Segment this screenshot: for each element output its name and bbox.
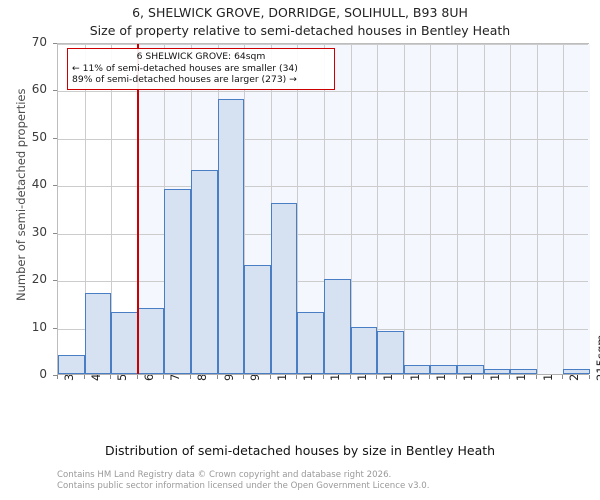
gridline-y-70 [58,44,588,45]
x-axis-tickmark [243,375,245,379]
y-axis-tickmark [53,232,57,234]
x-axis-tickmark [402,375,404,379]
gridline-x-15 [457,44,458,374]
gridline-y-50 [58,138,588,140]
y-axis-tick-label: 0 [39,367,47,381]
y-axis-tickmark [53,43,57,44]
footer-line-2: Contains public sector information licen… [57,480,430,491]
x-axis-tickmark [349,375,351,379]
annotation-line-2: ← 11% of semi-detached houses are smalle… [72,62,298,74]
y-axis-tickmark [53,280,57,282]
page-subtitle: Size of property relative to semi-detach… [89,23,511,38]
x-axis-tickmark [216,375,218,379]
gridline-x-16 [483,44,485,374]
x-axis-tickmark [296,375,298,379]
histogram-bar [324,279,351,374]
plot-area [57,43,590,375]
footer-line-1: Contains HM Land Registry data © Crown c… [57,470,392,480]
histogram-bar [244,264,271,374]
y-axis-tickmark [53,185,57,187]
y-axis-tickmark [53,375,57,376]
gridline-x-18 [536,44,538,374]
gridline-x-12 [377,44,379,374]
histogram-bar [510,369,537,374]
x-axis-tickmark [429,375,431,379]
footer-attribution: Contains HM Land Registry data © Crown c… [57,470,597,491]
gridline-y-30 [58,233,588,235]
x-axis-tickmark [509,375,511,379]
title-block: 6, SHELWICK GROVE, DORRIDGE, SOLIHULL, B… [0,0,600,40]
histogram-bar [377,331,404,374]
histogram-bar [297,312,324,374]
x-axis-tickmark [136,375,138,379]
gridline-x-10 [324,44,325,374]
y-axis-tick-label: 40 [31,177,47,192]
gridline-x-9 [297,44,299,374]
gridline-x-14 [430,44,432,374]
x-axis-tickmark [163,375,165,379]
y-axis-tickmark [53,90,57,92]
y-axis-tick-label: 60 [31,82,47,97]
y-axis-label: Number of semi-detached properties [14,88,28,301]
histogram-bar [58,355,85,374]
histogram-bar [217,98,245,374]
x-axis-tickmark [589,375,590,379]
y-axis-tickmark [53,327,57,329]
gridline-x-17 [510,44,512,374]
y-axis-tick-label: 50 [31,129,47,144]
gridline-x-7 [244,44,246,374]
y-axis-tickmark [53,137,57,139]
gridline-x-11 [350,44,352,374]
x-axis-tickmark [535,375,537,379]
histogram-bar [563,369,590,374]
x-axis-tickmark [110,375,112,379]
annotation-line-3: 89% of semi-detached houses are larger (… [72,74,297,85]
property-size-marker-line [136,44,139,374]
gridline-y-60 [58,91,588,93]
y-axis-tick-label: 70 [31,35,47,49]
histogram-bar [84,293,112,374]
x-axis-tickmark [562,375,564,379]
x-axis-tick-label: 215sqm [594,334,600,381]
x-axis-tickmark [57,375,58,379]
histogram-bar [137,307,165,374]
x-axis-tickmark [323,375,324,379]
gridline-x-13 [403,44,405,374]
gridline-x-1 [84,44,86,374]
gridline-x-2 [111,44,113,374]
histogram-bar [457,364,484,374]
histogram-bar [191,170,218,374]
y-axis-tick-label: 30 [31,224,47,239]
gridline-x-19 [563,44,565,374]
histogram-bar [270,203,298,374]
x-axis-tickmark [376,375,378,379]
x-axis-tickmark [83,375,85,379]
annotation-line-1: 6 SHELWICK GROVE: 64sqm [136,51,266,62]
x-axis-tickmark [456,375,457,379]
x-axis-tickmark [482,375,484,379]
x-axis-tickmark [269,375,271,379]
y-axis-tick-label: 20 [31,272,47,287]
histogram-bar [483,369,511,374]
x-axis-label: Distribution of semi-detached houses by … [104,443,496,458]
histogram-bar [403,364,431,374]
histogram-bar [111,312,138,374]
gridline-y-40 [58,186,588,188]
page-title: 6, SHELWICK GROVE, DORRIDGE, SOLIHULL, B… [132,5,468,20]
x-axis-tickmark [190,375,191,379]
gridline-y-20 [58,281,588,283]
y-axis-tick-label: 10 [31,319,47,334]
annotation-box: 6 SHELWICK GROVE: 64sqm ← 11% of semi-de… [67,48,335,90]
histogram-bar [164,189,191,374]
histogram-bar [430,364,457,374]
histogram-bar [350,326,378,374]
